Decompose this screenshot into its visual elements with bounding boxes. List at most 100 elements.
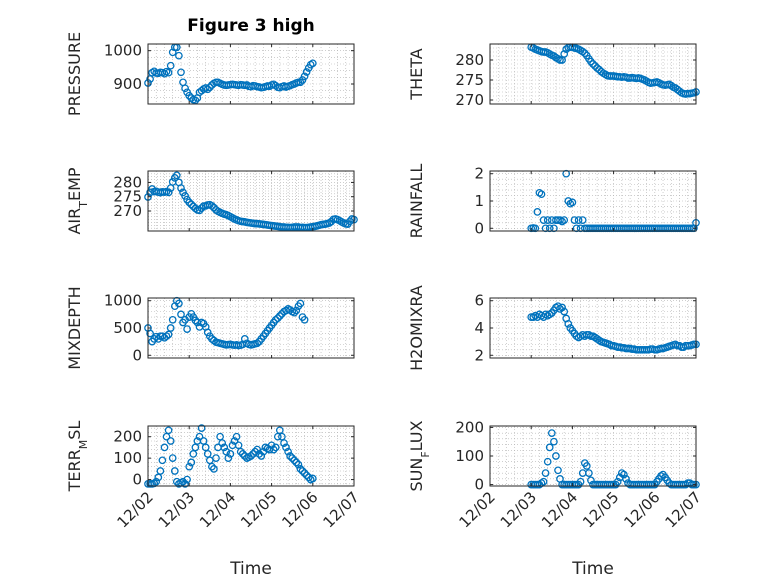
data-point [304,473,313,482]
x-tick-label: 12/04 [196,488,239,531]
y-tick-label: 4 [474,319,484,337]
figure-title: Figure 3 high [187,16,315,36]
data-point [346,217,354,226]
data-point [185,91,194,100]
data-point [208,202,216,210]
axes-box [147,43,355,105]
data-point [302,68,311,76]
data-point [292,458,301,467]
data-point [168,454,177,462]
data-point [164,188,173,197]
y-tick-label: 2 [474,165,484,183]
y-tick-label: 0 [474,476,484,494]
data-point [183,325,191,333]
data-point [236,447,245,456]
y-axis-label: SUNFLUX [407,420,432,491]
data-point [290,308,299,317]
data-point [257,452,266,460]
y-tick-label: 2 [474,346,484,364]
data-point [533,208,542,216]
y-tick-label: 1000 [104,42,142,60]
data-point [224,454,233,462]
data-point [179,477,187,486]
subplot-theta: 270 275 280 THETA [407,43,700,109]
subplot-mixdepth: 0 500 1000 MIXDEPTH [65,286,355,370]
y-tick-label: 500 [113,319,142,337]
y-tick-label: 280 [455,51,484,69]
data-point [232,432,241,441]
data-point [247,452,255,460]
data-point [177,310,185,319]
data-point [529,313,538,321]
data-point [568,198,577,207]
data-point [564,320,573,328]
y-tick-label: 275 [113,188,142,206]
x-axis-label: Time [571,559,614,579]
data-point [185,462,194,471]
axes-box [147,170,355,232]
data-point [296,299,305,308]
data-point [300,469,309,477]
data-point [152,477,161,486]
data-point [560,50,569,58]
y-tick-label: 270 [455,91,484,109]
data-point [539,216,548,224]
data-point [267,441,276,450]
data-point [300,315,309,324]
data-point [181,192,189,200]
data-point [160,443,169,452]
data-point [238,450,247,458]
data-point [539,477,548,486]
data-point [158,456,167,465]
data-point [177,68,185,77]
y-axis-label: THETA [407,48,426,100]
data-point [220,443,229,452]
data-point [554,466,562,475]
data-point [587,476,595,485]
y-tick-label: 270 [113,202,142,220]
data-point [271,443,280,452]
y-tick-label: 280 [113,173,142,191]
y-axis-label: RAINFALL [407,164,426,239]
data-point [578,216,587,224]
data-point [150,335,159,343]
data-point [667,81,676,90]
y-axis-label: AIRTEMP [65,167,90,234]
data-point [160,69,169,78]
x-tick-label: 12/02 [456,488,499,531]
data-point [201,443,210,452]
x-tick-label: 12/07 [662,488,705,531]
x-tick-label: 12/06 [620,488,663,531]
data-point [226,450,235,458]
data-point [195,432,204,441]
data-point [164,426,173,435]
data-point [298,76,307,84]
x-tick-label: 12/06 [278,488,321,531]
x-tick-label: 12/05 [579,488,622,531]
data-point [589,60,597,68]
data-point [547,429,556,437]
data-point [205,83,214,92]
data-point [613,477,622,486]
data-point [300,72,309,81]
data-point [166,324,175,332]
data-point [570,216,579,224]
x-tick-label: 12/02 [114,488,157,531]
data-point [146,329,154,338]
data-point [296,465,305,473]
data-point [275,312,284,320]
data-point [175,299,183,308]
y-tick-label: 0 [132,471,142,489]
data-point [576,477,585,486]
y-tick-label: 0 [474,219,484,237]
data-point [212,454,220,462]
data-point [280,439,288,447]
data-point [560,216,569,224]
data-point [255,450,264,458]
y-axis-label: MIXDEPTH [65,286,84,369]
data-point [195,206,204,215]
x-axis-label: Time [229,559,272,579]
x-tick-label: 12/04 [538,488,581,531]
axes-box [147,425,355,487]
